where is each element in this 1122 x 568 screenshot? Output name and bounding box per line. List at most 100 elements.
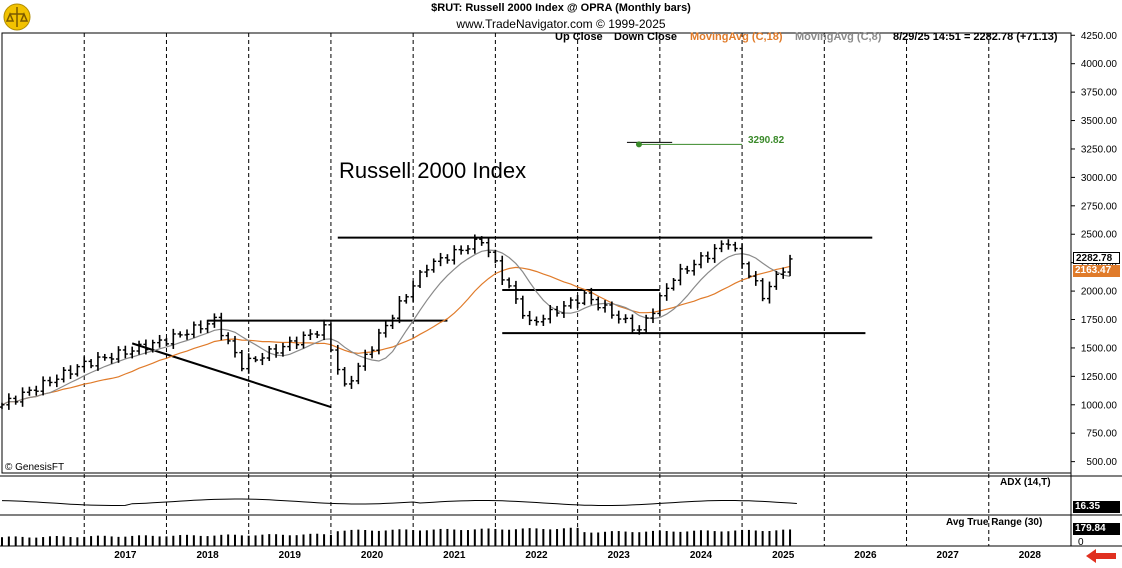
- legend-up-close: Up Close: [555, 31, 603, 43]
- ohlc-bar: [54, 374, 60, 388]
- atr-bar: [268, 534, 271, 546]
- y-tick-label: 2000.00: [1081, 287, 1118, 298]
- atr-bar: [1, 537, 3, 546]
- ohlc-bar: [390, 314, 396, 330]
- ohlc-bar: [68, 365, 74, 380]
- ohlc-bar: [88, 359, 94, 369]
- atr-bar: [473, 529, 476, 546]
- atr-bar: [151, 535, 154, 546]
- atr-bar: [699, 530, 702, 546]
- atr-bar: [343, 530, 346, 546]
- ohlc-bar: [74, 364, 80, 377]
- atr-bar: [405, 529, 408, 546]
- ohlc-bar: [396, 295, 402, 324]
- ohlc-bar: [438, 252, 444, 267]
- y-tick-label: 3250.00: [1081, 144, 1118, 155]
- atr-bar: [528, 528, 531, 546]
- ohlc-bar: [13, 395, 19, 405]
- ohlc-bar: [444, 254, 450, 264]
- atr-bar: [55, 535, 58, 546]
- atr-bar: [42, 537, 45, 546]
- atr-bar: [610, 531, 613, 546]
- atr-bar: [371, 530, 374, 546]
- atr-bar: [165, 536, 168, 546]
- y-tick-label: 750.00: [1086, 429, 1117, 440]
- atr-bar: [179, 535, 182, 546]
- ma18-line: [1, 265, 791, 406]
- ohlc-bar: [773, 270, 779, 290]
- atr-zero-label: 0: [1078, 537, 1084, 548]
- ohlc-bar: [499, 255, 505, 286]
- atr-bar: [562, 528, 565, 546]
- ohlc-bar: [677, 263, 683, 286]
- atr-bar: [446, 528, 449, 546]
- ohlc-bar: [362, 349, 368, 371]
- atr-bar: [672, 531, 675, 546]
- atr-bar: [535, 528, 538, 546]
- ohlc-bar: [129, 346, 135, 359]
- x-tick-label: 2025: [772, 550, 795, 561]
- ohlc-bar: [102, 353, 108, 361]
- ohlc-bar: [520, 295, 526, 319]
- scroll-arrow-icon[interactable]: [1086, 549, 1116, 563]
- legend-ma18: MovingAvg (C,18): [690, 31, 783, 43]
- ohlc-bar: [568, 297, 574, 309]
- ohlc-bar: [629, 314, 635, 335]
- atr-bar: [542, 529, 545, 546]
- ohlc-bar: [417, 269, 423, 289]
- chart-annotation-title: Russell 2000 Index: [339, 158, 527, 183]
- atr-bar: [679, 531, 682, 546]
- ohlc-bar: [410, 280, 416, 302]
- atr-bar: [425, 530, 428, 546]
- atr-bar: [665, 530, 668, 546]
- atr-bar: [254, 535, 257, 546]
- atr-bar: [789, 529, 792, 546]
- legend-ma8: MovingAvg (C,8): [795, 31, 882, 43]
- atr-bar: [782, 529, 785, 546]
- ohlc-bar: [348, 375, 354, 389]
- y-tick-label: 2750.00: [1081, 201, 1118, 212]
- atr-bar: [281, 534, 284, 546]
- x-tick-label: 2018: [196, 550, 219, 561]
- ohlc-bar: [513, 280, 519, 304]
- atr-bar: [7, 536, 10, 546]
- ohlc-bar: [225, 332, 231, 345]
- atr-bar: [597, 532, 600, 546]
- indicator-panels-layer: [1, 498, 797, 546]
- x-tick-label: 2022: [525, 550, 548, 561]
- y-tick-label: 3000.00: [1081, 173, 1118, 184]
- atr-bar: [336, 531, 339, 546]
- ohlc-bar: [595, 296, 601, 311]
- ohlc-bar: [280, 342, 286, 357]
- y-tick-label: 1500.00: [1081, 343, 1118, 354]
- ohlc-bar: [47, 376, 53, 387]
- ohlc-bar: [95, 352, 101, 371]
- atr-bar: [761, 531, 764, 546]
- ohlc-bar: [191, 321, 197, 338]
- atr-bar: [110, 536, 113, 546]
- ohlc-bar: [746, 261, 752, 279]
- y-tick-label: 1000.00: [1081, 400, 1118, 411]
- ohlc-bar: [239, 349, 245, 372]
- ohlc-bar: [369, 346, 375, 359]
- ohlc-bar: [588, 287, 594, 305]
- atr-bar: [288, 535, 291, 546]
- trendline: [131, 342, 332, 409]
- atr-bar: [323, 534, 326, 546]
- adx-label: ADX (14,T): [1000, 477, 1051, 488]
- ohlc-bar: [698, 252, 704, 269]
- atr-bar: [206, 536, 209, 546]
- atr-bar: [466, 530, 469, 546]
- y-tick-label: 500.00: [1086, 457, 1117, 468]
- ohlc-bar: [451, 245, 457, 265]
- ohlc-bar: [671, 277, 677, 291]
- ohlc-bar: [6, 393, 12, 410]
- ohlc-bar: [136, 340, 142, 355]
- atr-bar: [508, 529, 511, 546]
- atr-bar: [645, 531, 648, 546]
- atr-bar: [295, 535, 298, 546]
- ohlc-bar: [540, 314, 546, 327]
- ohlc-bar: [246, 353, 252, 374]
- ohlc-bar: [547, 305, 553, 324]
- ohlc-bar: [314, 330, 320, 339]
